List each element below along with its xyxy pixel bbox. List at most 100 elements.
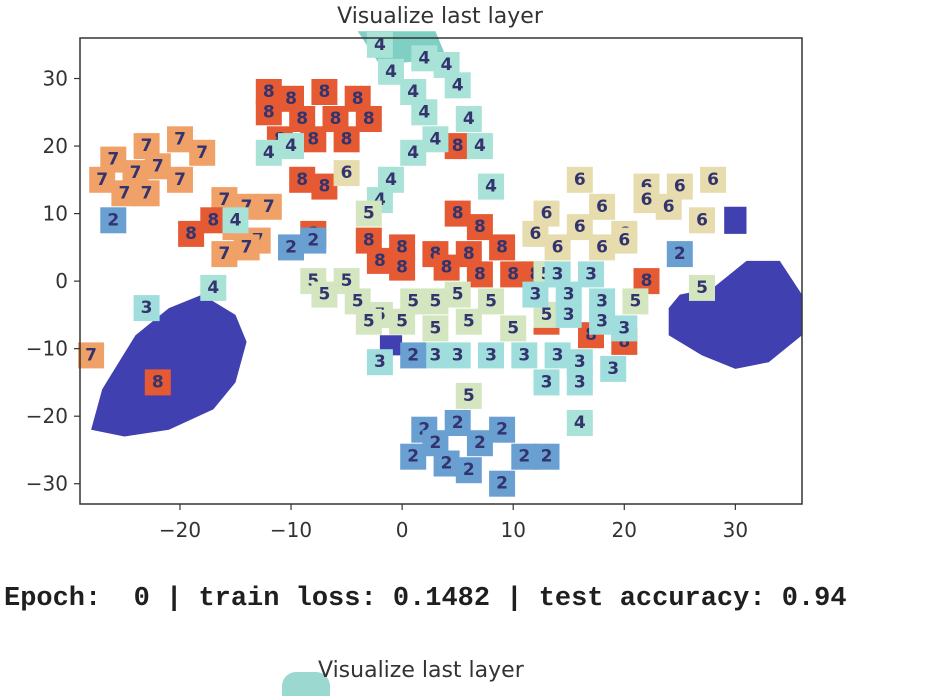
point-label: 2	[541, 447, 553, 467]
x-tick-label: −10	[270, 518, 312, 542]
point-label: 8	[207, 210, 219, 230]
data-point: 7	[111, 180, 138, 207]
point-label: 8	[263, 82, 275, 102]
point-marker	[544, 234, 571, 261]
point-label: 7	[152, 156, 164, 176]
point-label: 7	[141, 183, 153, 203]
point-marker	[478, 288, 504, 315]
point-marker	[578, 261, 604, 288]
point-marker	[600, 355, 627, 382]
point-marker	[444, 72, 471, 99]
data-point: 2	[666, 241, 693, 268]
data-point: 8	[289, 166, 316, 193]
scatter-plot: Visualize last layer 7777777777777777788…	[26, 4, 803, 542]
test-accuracy-value: 0.94	[781, 584, 847, 614]
point-marker	[566, 166, 593, 193]
point-marker	[489, 234, 516, 261]
point-marker	[144, 153, 171, 180]
axis-layer: −20 −10 0 10 20 30 −30 −20 −10 0 10 20 30	[26, 67, 748, 542]
point-marker	[589, 308, 616, 335]
point-label: 6	[663, 197, 675, 217]
point-label: 7	[241, 197, 253, 217]
data-point: 7	[167, 126, 193, 153]
data-point: 8	[444, 200, 471, 227]
data-point: 2	[466, 430, 493, 457]
point-marker	[611, 315, 638, 342]
point-marker	[278, 234, 304, 261]
point-label: 4	[230, 210, 242, 230]
point-marker	[455, 308, 482, 335]
point-marker	[666, 241, 693, 268]
point-marker	[689, 274, 715, 301]
data-point: 6	[566, 214, 593, 241]
data-point: 6	[544, 234, 571, 261]
point-label: 7	[107, 150, 119, 170]
data-point: 8	[466, 261, 493, 288]
point-label: 4	[452, 75, 464, 95]
point-label: 3	[574, 352, 586, 372]
point-marker	[311, 173, 338, 200]
data-point: 7	[211, 241, 238, 268]
data-point: 2	[278, 234, 304, 261]
point-label: 6	[541, 204, 553, 224]
point-marker	[566, 214, 593, 241]
data-point: 8	[389, 254, 416, 281]
point-marker	[566, 410, 593, 436]
point-marker	[255, 193, 282, 220]
point-label: 5	[696, 278, 708, 298]
data-point: 5	[500, 315, 527, 342]
data-point: 7	[89, 166, 116, 193]
data-point: 3	[589, 308, 616, 335]
point-label: 5	[396, 312, 408, 332]
point-label: 6	[641, 190, 653, 210]
data-point: 2	[489, 416, 516, 443]
data-point: 8	[433, 254, 460, 281]
data-point: 3	[533, 369, 560, 396]
x-tick-label: 0	[396, 518, 409, 542]
point-marker	[366, 247, 393, 274]
point-label: 4	[463, 109, 475, 129]
point-marker	[167, 126, 193, 153]
data-point: 4	[200, 274, 227, 301]
point-label: 8	[152, 372, 164, 392]
point-marker	[489, 470, 516, 497]
point-label: 3	[552, 264, 564, 284]
point-label: 3	[607, 359, 619, 379]
data-point: 6	[611, 227, 638, 254]
point-marker	[444, 281, 471, 308]
point-label: 5	[507, 318, 519, 338]
point-marker	[78, 342, 105, 369]
point-label: 8	[318, 82, 330, 102]
point-label: 6	[696, 210, 708, 230]
point-marker	[422, 288, 449, 315]
point-label: 4	[385, 170, 397, 190]
point-label: 8	[441, 258, 453, 278]
point-label: 2	[418, 420, 430, 440]
data-point: 4	[366, 31, 393, 58]
point-marker	[455, 457, 482, 484]
data-point: 6	[522, 220, 549, 247]
data-point: 8	[311, 79, 338, 105]
data-point: 5	[389, 308, 416, 335]
data-point: 2	[433, 450, 460, 477]
point-marker	[411, 45, 438, 72]
data-point: 8	[489, 234, 516, 261]
point-label: 3	[374, 352, 386, 372]
point-marker	[133, 295, 160, 322]
point-label: 5	[485, 291, 497, 311]
data-point: 4	[478, 173, 504, 200]
point-marker	[633, 187, 660, 214]
point-marker	[333, 126, 360, 153]
point-label: 6	[596, 197, 608, 217]
data-point: 8	[444, 133, 471, 160]
data-point: 6	[566, 166, 593, 193]
point-label: 2	[307, 231, 319, 251]
data-point: 2	[400, 342, 427, 369]
point-marker	[366, 349, 393, 376]
point-marker	[566, 369, 593, 396]
point-marker	[700, 166, 727, 193]
point-label: 6	[596, 237, 608, 257]
data-point: 5	[455, 382, 482, 409]
point-label: 8	[507, 264, 519, 284]
point-label: 4	[374, 35, 386, 55]
